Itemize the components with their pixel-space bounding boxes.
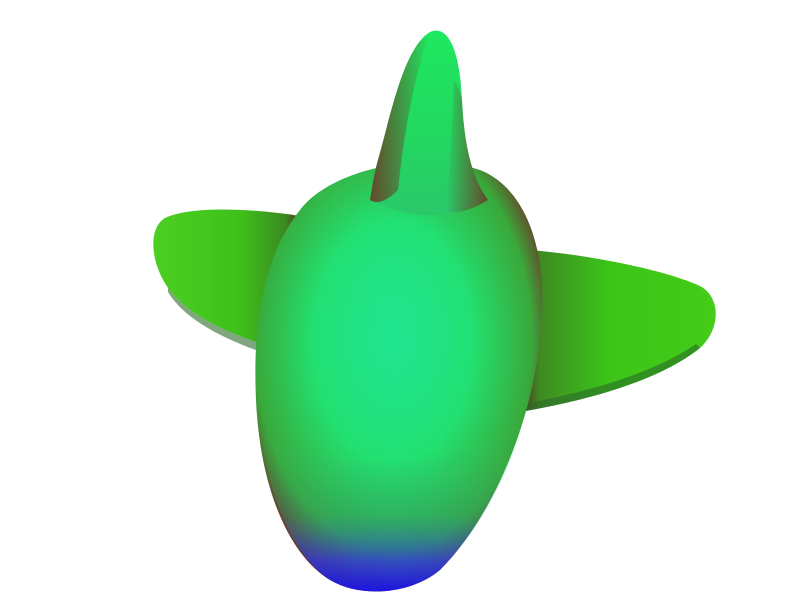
body-highlight bbox=[310, 190, 480, 470]
dorsal-fin-left-shade bbox=[370, 32, 430, 202]
right-wing-underside bbox=[520, 344, 700, 412]
nose-shading bbox=[262, 420, 526, 592]
dorsal-fin-right-shade bbox=[446, 80, 488, 213]
